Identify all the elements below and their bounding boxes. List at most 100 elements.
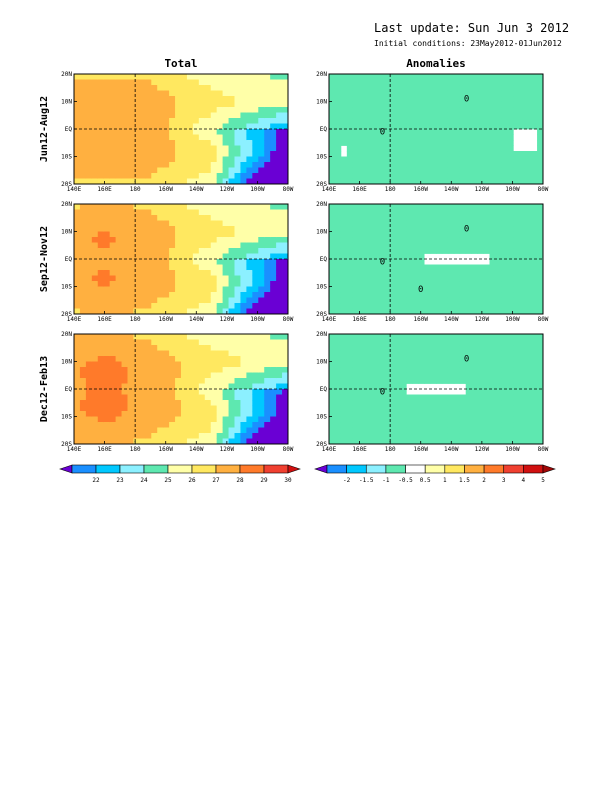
grid-cell xyxy=(181,264,188,271)
grid-cell xyxy=(453,303,461,309)
grid-cell xyxy=(282,90,289,97)
grid-cell xyxy=(127,308,134,315)
grid-cell xyxy=(74,101,81,108)
grid-cell xyxy=(186,438,194,445)
grid-cell xyxy=(376,90,383,97)
grid-cell xyxy=(198,204,206,210)
grid-cell xyxy=(531,411,538,417)
grid-cell xyxy=(222,140,229,146)
grid-cell xyxy=(121,231,128,238)
grid-cell xyxy=(352,292,360,298)
grid-cell xyxy=(477,215,484,221)
grid-cell xyxy=(459,427,467,434)
grid-cell xyxy=(198,209,206,216)
grid-cell xyxy=(412,167,419,174)
grid-cell xyxy=(501,107,508,113)
y-tick-label: 10N xyxy=(61,359,72,366)
grid-cell xyxy=(430,156,437,163)
grid-cell xyxy=(157,292,164,298)
grid-cell xyxy=(340,90,348,97)
y-tick-label: 20S xyxy=(316,441,327,448)
grid-cell xyxy=(276,209,283,216)
grid-cell xyxy=(192,145,200,152)
grid-cell xyxy=(436,345,443,351)
grid-cell xyxy=(483,129,490,135)
y-tick-label: 10S xyxy=(316,414,327,421)
grid-cell xyxy=(471,74,479,80)
grid-cell xyxy=(441,74,449,80)
grid-cell xyxy=(531,303,538,309)
grid-cell xyxy=(109,79,117,86)
grid-cell xyxy=(400,308,407,315)
grid-cell xyxy=(74,123,81,130)
grid-cell xyxy=(519,264,526,271)
grid-cell xyxy=(400,242,407,249)
grid-cell xyxy=(513,334,520,340)
grid-cell xyxy=(139,303,146,309)
grid-cell xyxy=(519,389,526,395)
grid-cell xyxy=(109,96,117,102)
grid-cell xyxy=(121,129,128,135)
grid-cell xyxy=(264,112,271,119)
grid-cell xyxy=(258,367,265,373)
zero-contour-label: 0 xyxy=(464,225,469,235)
grid-cell xyxy=(340,215,348,221)
grid-cell xyxy=(447,264,455,271)
grid-cell xyxy=(400,140,407,146)
grid-cell xyxy=(133,433,140,439)
grid-cell xyxy=(525,416,532,423)
grid-cell xyxy=(424,118,431,124)
grid-cell xyxy=(103,378,111,384)
grid-cell xyxy=(240,226,247,232)
grid-cell xyxy=(424,303,431,309)
grid-cell xyxy=(531,350,538,357)
grid-cell xyxy=(430,226,437,232)
grid-cell xyxy=(483,96,490,102)
grid-cell xyxy=(352,156,360,163)
grid-cell xyxy=(91,433,99,439)
grid-cell xyxy=(495,209,502,216)
grid-cell xyxy=(210,394,218,401)
grid-cell xyxy=(186,204,194,210)
grid-cell xyxy=(459,156,467,163)
grid-cell xyxy=(376,204,383,210)
grid-cell xyxy=(133,123,140,130)
grid-cell xyxy=(459,112,467,119)
grid-cell xyxy=(181,400,188,406)
grid-cell xyxy=(175,394,182,401)
grid-cell xyxy=(406,378,413,384)
grid-cell xyxy=(163,394,170,401)
grid-cell xyxy=(163,411,170,417)
grid-cell xyxy=(340,178,348,185)
grid-cell xyxy=(151,220,158,227)
grid-cell xyxy=(376,405,383,412)
grid-cell xyxy=(258,167,265,174)
grid-cell xyxy=(447,275,455,282)
grid-cell xyxy=(252,275,259,282)
grid-cell xyxy=(346,411,354,417)
grid-cell xyxy=(334,303,342,309)
grid-cell xyxy=(139,209,146,216)
grid-cell xyxy=(216,79,224,86)
grid-cell xyxy=(252,389,259,395)
x-tick-label: 100W xyxy=(250,316,265,323)
grid-cell xyxy=(525,350,532,357)
grid-cell xyxy=(525,400,532,406)
grid-cell xyxy=(394,101,401,108)
grid-cell xyxy=(145,433,152,439)
grid-cell xyxy=(329,270,336,276)
grid-cell xyxy=(465,433,473,439)
grid-cell xyxy=(210,303,218,309)
grid-cell xyxy=(424,405,431,412)
grid-cell xyxy=(228,134,235,141)
grid-cell xyxy=(334,356,342,362)
grid-cell xyxy=(382,334,389,340)
grid-cell xyxy=(519,367,526,373)
grid-cell xyxy=(91,438,99,445)
colorbar-label: 0.5 xyxy=(420,477,431,484)
grid-cell xyxy=(145,394,152,401)
grid-cell xyxy=(163,107,170,113)
grid-cell xyxy=(495,145,502,152)
grid-cell xyxy=(139,134,146,141)
grid-cell xyxy=(364,345,372,351)
